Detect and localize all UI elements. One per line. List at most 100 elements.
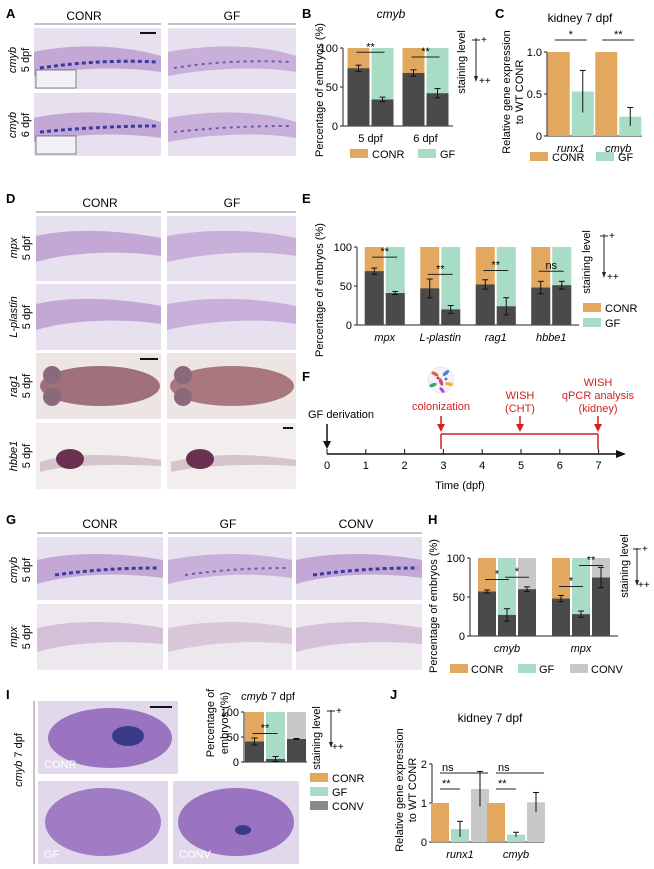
category-label: cmyb: [494, 643, 520, 655]
y-tick-label: 0: [346, 320, 352, 332]
legend-c-conr-swatch: [530, 152, 548, 161]
photo-i-label-conr: CONR: [44, 759, 76, 771]
timeline-xlabel: Time (dpf): [435, 480, 485, 492]
qpcr-label: qPCR analysis: [562, 390, 635, 402]
timeline-ticks: 0 1 2 3 4 5 6 7: [324, 449, 602, 472]
staining-a3: [39, 124, 157, 134]
panel-i-title-stage: 7 dpf: [270, 691, 295, 703]
legend-h-conr-swatch: [450, 664, 468, 673]
embryo-d6: [170, 366, 294, 406]
legend-c-gf: GF: [618, 152, 634, 164]
bar-conv-value: [518, 589, 536, 636]
wish2-label: WISH: [584, 377, 613, 389]
bar-conr: [487, 803, 505, 842]
row-d1-stage: 5 dpf: [21, 235, 33, 260]
panel-i-title-gene: cmyb: [241, 691, 267, 703]
row-g2-stage: 5 dpf: [21, 624, 33, 649]
bacteria-cluster-icon: [427, 366, 455, 394]
panel-b-side-label: staining level: [456, 30, 468, 94]
y-tick-label: 0.5: [527, 89, 542, 101]
panel-f: F 0 1 2 3 4 5 6 7 Time (dpf) GF derivation colo…: [302, 366, 635, 492]
panel-letter-i: I: [6, 687, 10, 702]
inset-a1: [35, 69, 77, 89]
timeline-tick-label: 5: [518, 460, 524, 472]
category-label: rag1: [485, 332, 507, 344]
bar-gf-value: [385, 293, 405, 325]
panel-i: I cmyb 7 dpf CONR GF CONV Percentage of …: [6, 687, 364, 864]
legend-h-conr: CONR: [471, 664, 503, 676]
panel-i-gene: cmyb: [13, 761, 25, 787]
bar-gf: [619, 116, 642, 136]
wish-cht-label: (CHT): [505, 403, 535, 415]
bar-conr-value: [245, 741, 264, 762]
bar-gf-top: [266, 712, 285, 762]
row-g2-gene: mpx: [8, 626, 20, 647]
bar-conv-value: [592, 577, 610, 636]
category-label: hbbe1: [536, 332, 567, 344]
bar-conr: [431, 803, 449, 842]
significance-label: **: [498, 778, 507, 790]
legend-i-conr: CONR: [332, 773, 364, 785]
panel-letter-g: G: [6, 512, 16, 527]
eye-d6a: [174, 366, 192, 384]
panel-g: G CONR GF CONV cmyb 5 dpf mpx 5 dpf: [6, 512, 422, 670]
panel-g-col2-label: GF: [220, 517, 237, 531]
chart-j: 0 1 2 runx1 ** ns cmyb ** ns: [421, 759, 545, 861]
embryo-g2: [168, 554, 292, 584]
row-d1-gene: mpx: [8, 237, 20, 258]
legend-h-gf-swatch: [518, 664, 536, 673]
panel-c-title: kidney 7 dpf: [548, 11, 613, 25]
panel-letter-c: C: [495, 6, 505, 21]
legend-e-conr-swatch: [583, 303, 601, 312]
y-tick-label: 1.0: [527, 47, 542, 59]
significance-label: *: [569, 29, 574, 41]
panel-j-ylabel-2: to WT CONR: [407, 758, 419, 823]
timeline-tick-label: 0: [324, 460, 330, 472]
timeline-tick-label: 3: [440, 460, 446, 472]
legend-b-gf: GF: [440, 149, 456, 161]
row-d4-gene: hbbe1: [8, 441, 20, 472]
eye-d5b: [43, 388, 61, 406]
embryo-d4: [167, 298, 296, 330]
panel-i-stage: 7 dpf: [13, 732, 25, 757]
panel-h-plus: +: [642, 544, 648, 555]
bar-gf-value: [426, 93, 449, 126]
panel-b-arrowhead: [474, 76, 478, 82]
y-tick-label: 50: [326, 82, 338, 94]
panel-b: B cmyb Percentage of embryos (%) 0 50 100 5…: [302, 6, 491, 161]
legend-i-gf-swatch: [310, 787, 328, 796]
y-tick-label: 0: [536, 131, 542, 143]
panel-letter-b: B: [302, 6, 311, 21]
panel-a-col1-label: CONR: [66, 9, 102, 23]
panel-e-ylabel: Percentage of embryos (%): [314, 223, 326, 357]
embryo-d5: [40, 366, 160, 406]
y-tick-label: 50: [227, 732, 239, 744]
colonization-label: colonization: [412, 401, 470, 413]
staining-i1: [112, 726, 144, 746]
legend-b-conr-swatch: [350, 149, 368, 158]
panel-b-ylabel: Percentage of embryos (%): [314, 23, 326, 157]
bar-conr-value: [478, 591, 496, 636]
timeline-tick-label: 4: [479, 460, 485, 472]
panel-c-ylabel-2: to WT CONR: [514, 60, 526, 125]
panel-d-col1-label: CONR: [82, 196, 118, 210]
panel-e: E Percentage of embryos (%) 0 50 100 mpx ** L…: [302, 191, 637, 357]
row-d3-stage: 5 dpf: [21, 373, 33, 398]
significance-label: *: [515, 566, 520, 578]
panel-a-col2-label: GF: [224, 9, 241, 23]
embryo-d3: [36, 298, 161, 330]
bar-gf-value: [498, 614, 516, 636]
significance-label: **: [366, 41, 375, 53]
panel-d-col2-label: GF: [224, 196, 241, 210]
panel-j-title: kidney 7 dpf: [458, 711, 523, 725]
panel-c: C kidney 7 dpf Relative gene expression …: [495, 6, 642, 164]
panel-g-col3-label: CONV: [339, 517, 374, 531]
row-d2-gene: L-plastin: [8, 296, 20, 338]
significance-label: ns: [498, 762, 510, 774]
panel-letter-j: J: [390, 687, 397, 702]
panel-j: J kidney 7 dpf Relative gene expression …: [390, 687, 545, 861]
bar-conr-value: [347, 68, 370, 126]
staining-g1: [54, 566, 159, 577]
